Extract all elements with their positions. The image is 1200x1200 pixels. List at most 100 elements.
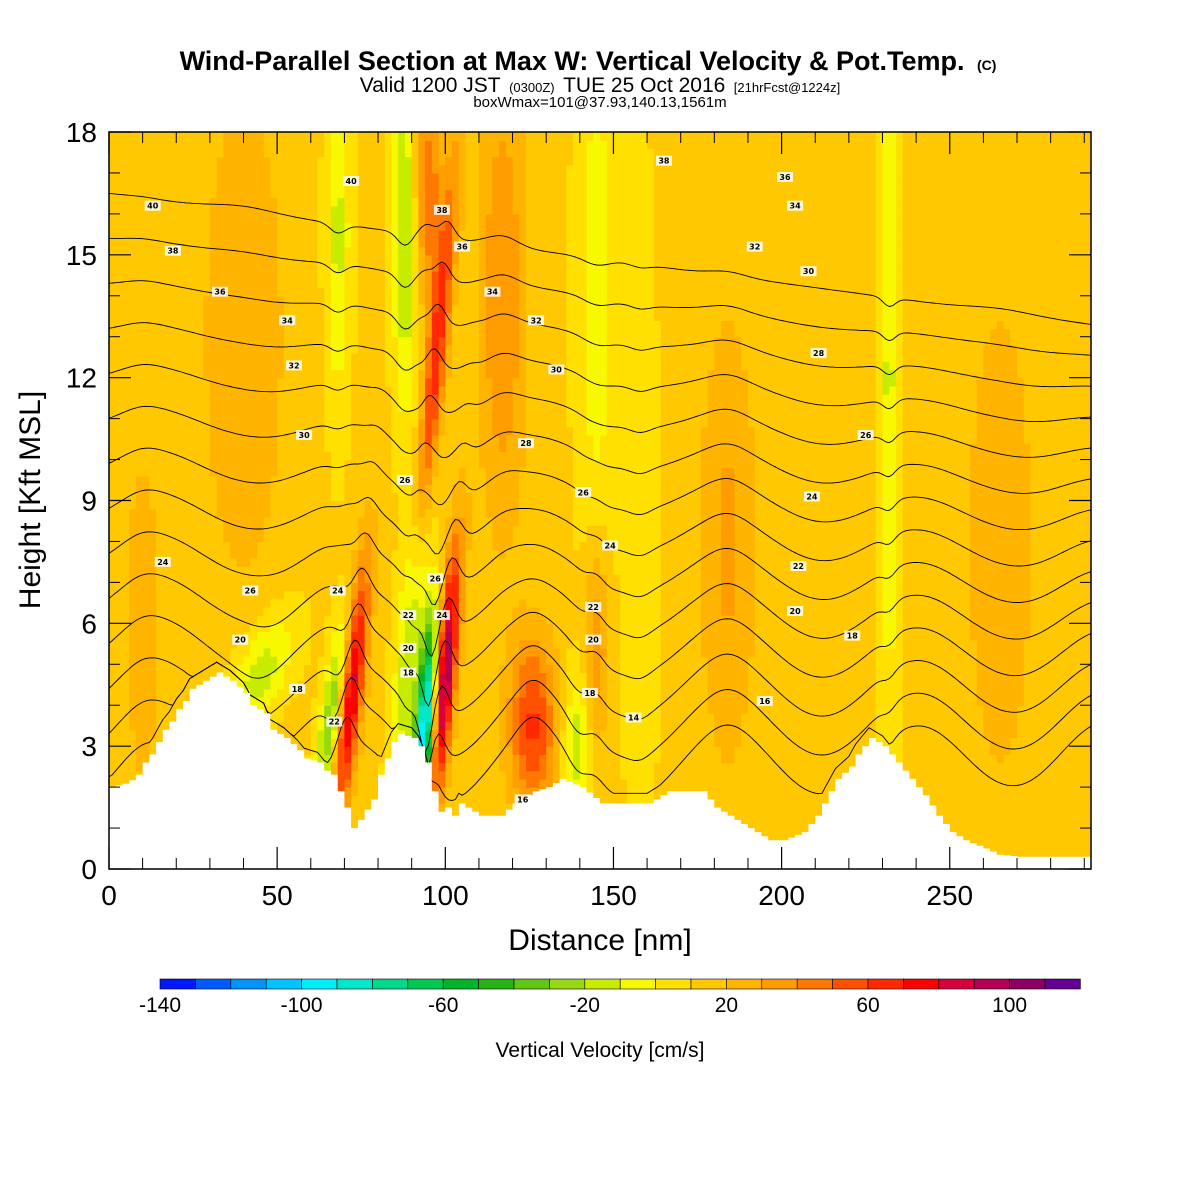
velocity-cell (801, 631, 810, 641)
velocity-cell (848, 639, 857, 649)
velocity-cell (990, 688, 998, 698)
velocity-cell (761, 639, 769, 649)
velocity-cell (135, 615, 144, 624)
velocity-cell (808, 656, 816, 665)
velocity-cell (1084, 787, 1091, 796)
velocity-cell (815, 590, 823, 600)
velocity-cell (552, 639, 561, 649)
velocity-cell (976, 828, 984, 837)
velocity-cell (640, 623, 648, 633)
velocity-cell (196, 582, 204, 592)
velocity-cell (391, 639, 399, 649)
velocity-cell (936, 639, 944, 649)
velocity-cell (700, 615, 709, 624)
velocity-cell (256, 688, 265, 698)
velocity-cell (949, 606, 958, 616)
velocity-cell (963, 631, 971, 641)
velocity-cell (761, 656, 769, 665)
velocity-cell (1050, 656, 1058, 665)
velocity-cell (277, 713, 285, 723)
velocity-cell (902, 631, 910, 641)
velocity-cell (734, 606, 742, 616)
velocity-cell (943, 729, 951, 739)
velocity-cell (472, 746, 480, 755)
velocity-cell (983, 811, 991, 821)
velocity-cell (821, 623, 830, 633)
velocity-cell (842, 647, 850, 657)
velocity-cell (808, 639, 816, 649)
velocity-cell (862, 647, 870, 657)
velocity-cell (109, 770, 117, 780)
velocity-cell (216, 631, 224, 641)
velocity-cell (1037, 615, 1045, 624)
velocity-cell (781, 598, 789, 608)
velocity-cell (801, 598, 810, 608)
velocity-cell (902, 598, 910, 608)
velocity-cell (135, 598, 144, 608)
velocity-cell (351, 688, 359, 698)
velocity-cell (875, 680, 884, 690)
velocity-cell (1037, 631, 1045, 641)
velocity-cell (573, 631, 581, 641)
velocity-cell (223, 590, 231, 600)
velocity-cell (815, 803, 823, 813)
velocity-cell (485, 656, 493, 665)
velocity-cell (687, 631, 695, 641)
velocity-cell (330, 729, 339, 739)
velocity-cell (445, 672, 453, 682)
velocity-cell (808, 598, 816, 608)
velocity-cell (943, 680, 951, 690)
velocity-cell (189, 656, 198, 665)
velocity-cell (795, 705, 803, 715)
velocity-cell (929, 606, 937, 616)
velocity-cell (492, 737, 500, 747)
velocity-cell (600, 688, 608, 698)
velocity-cell (653, 647, 662, 657)
velocity-cell (895, 754, 904, 764)
velocity-cell (586, 729, 594, 739)
velocity-cell (310, 746, 319, 755)
velocity-cell (660, 672, 668, 682)
velocity-cell (781, 721, 789, 731)
velocity-cell (452, 615, 460, 624)
velocity-cell (869, 680, 877, 690)
velocity-cell (680, 664, 689, 674)
velocity-cell (895, 705, 904, 715)
velocity-cell (1084, 729, 1091, 739)
velocity-cell (976, 811, 984, 821)
velocity-cell (573, 598, 581, 608)
velocity-cell (963, 770, 971, 780)
velocity-cell (969, 828, 978, 837)
velocity-cell (687, 705, 695, 715)
velocity-cell (1003, 770, 1011, 780)
velocity-cell (1017, 639, 1025, 649)
velocity-cell (774, 598, 783, 608)
velocity-cell (700, 778, 709, 788)
velocity-cell (505, 787, 514, 796)
velocity-cell (781, 639, 789, 649)
velocity-cell (996, 598, 1005, 608)
velocity-cell (573, 672, 581, 682)
velocity-cell (485, 770, 493, 780)
velocity-cell (1010, 729, 1018, 739)
velocity-cell (223, 582, 231, 592)
velocity-cell (801, 778, 810, 788)
velocity-cell (781, 770, 789, 780)
velocity-cell (135, 688, 144, 698)
velocity-cell (1030, 828, 1038, 837)
velocity-cell (499, 737, 507, 747)
velocity-cell (761, 590, 769, 600)
velocity-cell (848, 697, 857, 706)
velocity-cell (122, 582, 130, 592)
velocity-cell (600, 647, 608, 657)
velocity-cell (680, 697, 689, 706)
velocity-cell (169, 688, 177, 698)
velocity-cell (694, 778, 702, 788)
velocity-cell (687, 647, 695, 657)
velocity-cell (330, 672, 339, 682)
velocity-cell (1023, 672, 1032, 682)
velocity-cell (700, 729, 709, 739)
velocity-cell (734, 787, 742, 796)
velocity-cell (532, 778, 541, 788)
velocity-cell (835, 680, 843, 690)
